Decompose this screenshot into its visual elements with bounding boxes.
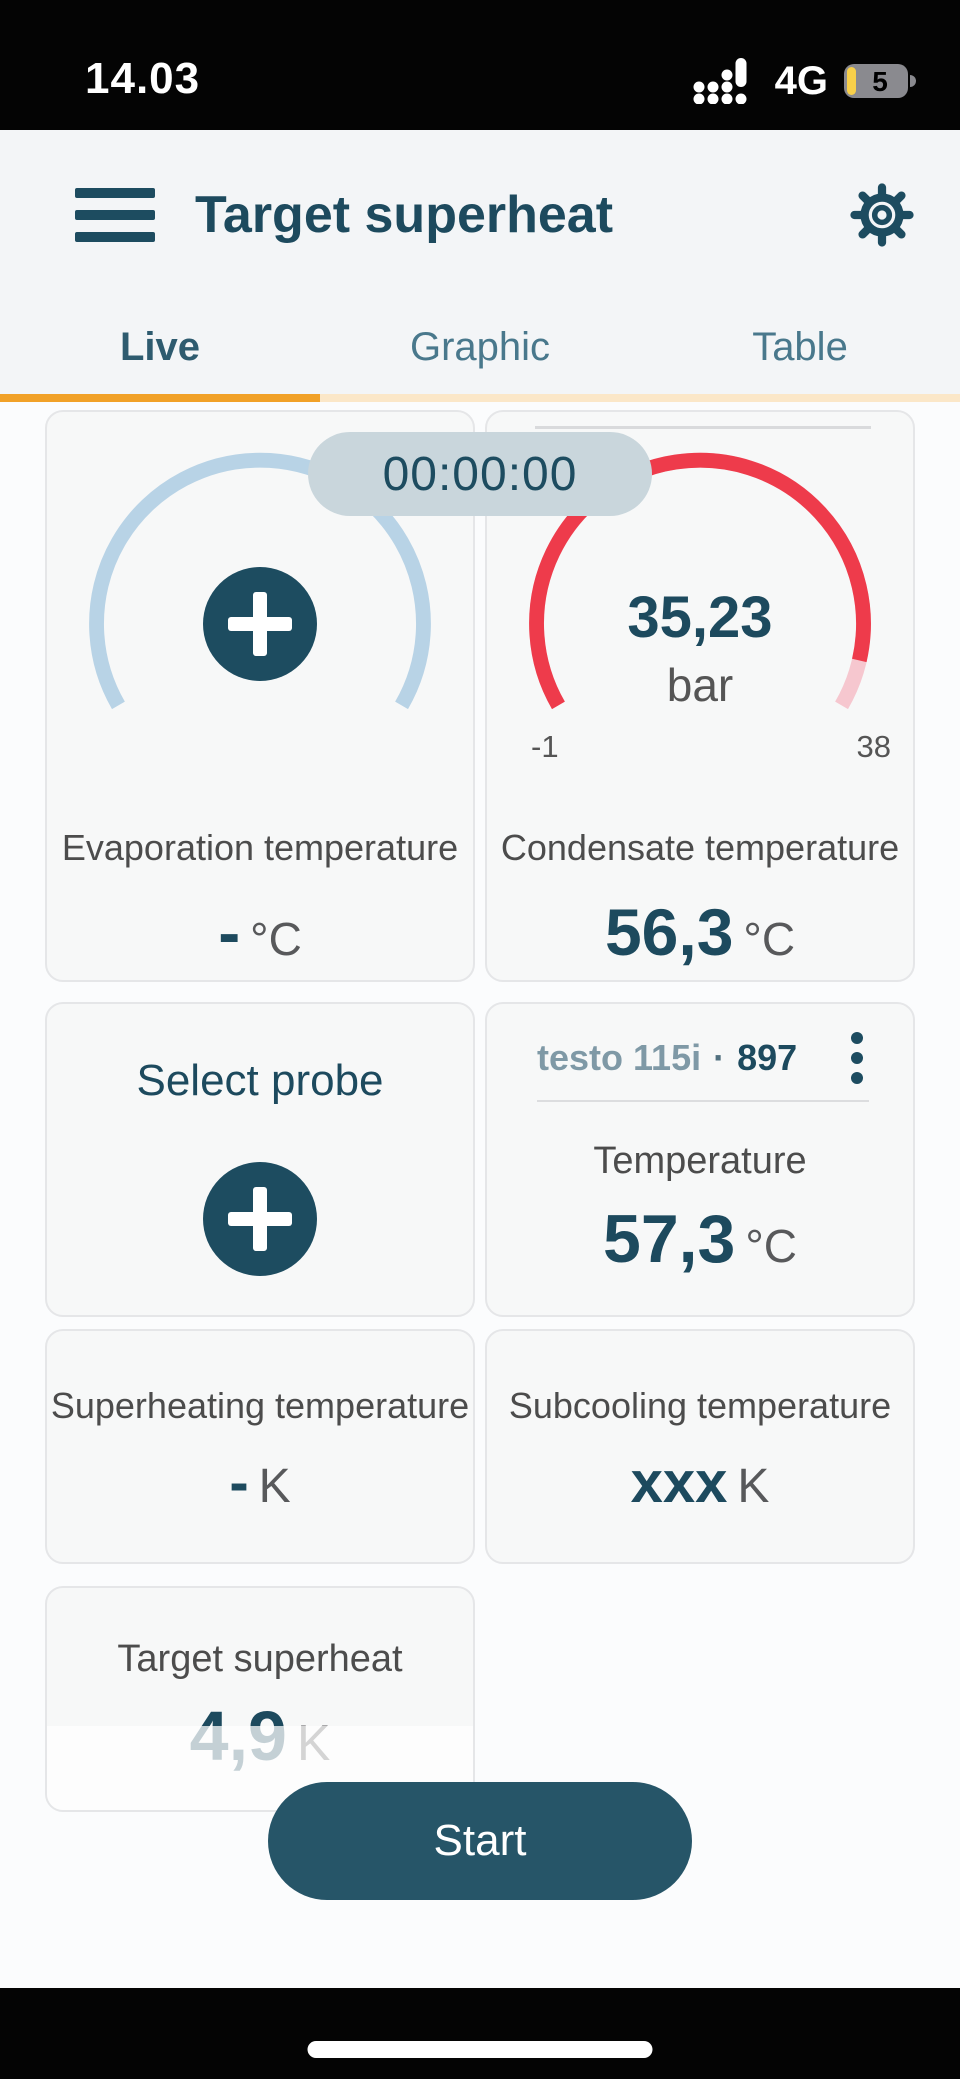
probe-card: testo 115i · 897 Temperature 57,3 °C (485, 1002, 915, 1317)
add-temperature-probe-button[interactable] (203, 1162, 317, 1276)
select-probe-card[interactable]: Select probe (45, 1002, 475, 1317)
status-icons: 4G 5 (693, 58, 920, 104)
tab-live[interactable]: Live (119, 324, 201, 369)
subcooling-card: Subcooling temperature xxx K (485, 1329, 915, 1564)
start-button[interactable]: Start (268, 1782, 692, 1900)
home-indicator[interactable] (307, 2041, 653, 2058)
evaporation-unit: °C (250, 913, 302, 965)
tab-graphic[interactable]: Graphic (409, 324, 551, 369)
probe-divider (537, 1100, 869, 1102)
superheating-card: Superheating temperature -K (45, 1329, 475, 1564)
settings-button[interactable] (849, 182, 915, 248)
subcooling-value-number: xxx (630, 1450, 728, 1515)
superheating-label: Superheating temperature (50, 1385, 470, 1426)
select-probe-label: Select probe (136, 1056, 384, 1105)
status-bar: 14.03 4G 5 (0, 0, 960, 130)
superheating-value-number: - (229, 1450, 249, 1515)
network-type-label: 4G (774, 58, 828, 103)
page-title: Target superheat (195, 186, 614, 244)
condensate-value-number: 56,3 (604, 895, 734, 969)
subcooling-value: xxx K (487, 1449, 913, 1516)
target-superheat-value: 4,9 K (47, 1696, 473, 1776)
gauge-range-min: -1 (531, 729, 559, 764)
target-superheat-card: Target superheat 4,9 K (45, 1586, 475, 1812)
probe-unit: °C (745, 1220, 797, 1272)
probe-device-name: testo 115i (537, 1037, 702, 1078)
superheating-unit: K (258, 1460, 291, 1513)
battery-icon: 5 (844, 64, 916, 98)
clock: 14.03 (85, 54, 201, 103)
probe-row: Select probe testo 115i · 897 Temperatur… (45, 1002, 915, 1317)
condensate-label: Condensate temperature (500, 827, 900, 868)
bottom-system-bar (0, 1988, 960, 2079)
probe-value-number: 57,3 (603, 1201, 736, 1277)
probe-measure-label: Temperature (593, 1140, 807, 1182)
superheating-value: -K (47, 1449, 473, 1516)
target-superheat-value-number: 4,9 (189, 1697, 287, 1775)
cellular-signal-icon (693, 58, 747, 104)
subcooling-unit: K (737, 1460, 770, 1513)
tab-indicator (0, 394, 960, 402)
evaporation-value: - °C (47, 894, 473, 970)
pressure-unit: bar (666, 659, 734, 711)
tab-bar: Live Graphic Table (0, 300, 960, 402)
probe-menu-button[interactable] (835, 1030, 879, 1086)
probe-separator: · (713, 1037, 726, 1078)
gauge-row: Evaporation temperature - °C 35,23 bar -1… (45, 410, 915, 982)
add-pressure-probe-button[interactable] (203, 567, 317, 681)
low-pressure-gauge-arc (89, 452, 431, 710)
superheat-row: Superheating temperature -K Subcooling t… (45, 1329, 915, 1564)
battery-percent: 5 (872, 66, 888, 97)
probe-device-id: 897 (737, 1037, 798, 1078)
pressure-value: 35,23 (627, 585, 773, 650)
condensate-unit: °C (743, 913, 796, 965)
evaporation-value-number: - (218, 895, 241, 969)
high-pressure-gauge-arc (529, 452, 871, 710)
gauge-range-max: 38 (856, 729, 891, 764)
target-superheat-row: Target superheat 4,9 K (45, 1586, 915, 1812)
live-view: Evaporation temperature - °C 35,23 bar -1… (0, 402, 960, 1900)
target-superheat-label: Target superheat (117, 1638, 403, 1680)
measurement-timer: 00:00:00 (308, 432, 652, 516)
tab-table[interactable]: Table (752, 324, 848, 369)
card-divider (535, 426, 871, 429)
app-header: Target superheat (0, 130, 960, 300)
evaporation-label: Evaporation temperature (61, 827, 459, 868)
menu-icon[interactable] (75, 188, 155, 242)
subcooling-label: Subcooling temperature (508, 1385, 892, 1426)
condensate-value: 56,3 °C (487, 894, 913, 970)
probe-temperature-value: 57,3 °C (487, 1200, 913, 1278)
target-superheat-unit: K (296, 1715, 331, 1771)
gear-icon (850, 183, 914, 247)
probe-header: testo 115i · 897 (537, 1030, 879, 1086)
